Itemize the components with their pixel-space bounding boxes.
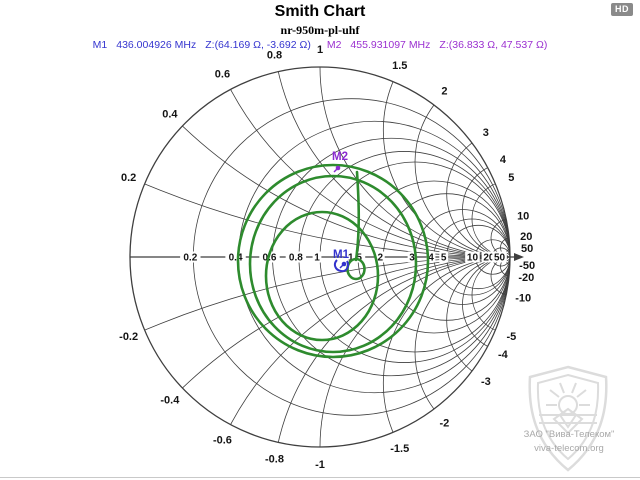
svg-text:20: 20 [483,253,495,264]
svg-text:M2: M2 [332,151,348,163]
svg-text:0.4: 0.4 [229,253,243,264]
svg-text:3: 3 [409,253,415,264]
svg-text:10: 10 [517,210,529,222]
svg-text:5: 5 [441,253,447,264]
bottom-divider [0,477,640,478]
svg-text:-5: -5 [506,331,516,343]
svg-text:-20: -20 [518,272,534,284]
marker-m2-readout: M2 455.931097 MHz Z:(36.833 Ω, 47.537 Ω) [327,39,548,51]
hd-quality-badge[interactable]: HD [611,3,633,16]
reactance-labels: 0.20.40.60.8 11.52345102050-0.2-0.4-0.6-0… [119,44,535,471]
svg-text:0.8: 0.8 [267,49,282,61]
svg-text:0.6: 0.6 [263,253,277,264]
svg-text:10: 10 [467,253,479,264]
page-title: Smith Chart [274,3,366,20]
svg-text:1.5: 1.5 [392,60,407,72]
svg-text:-1.5: -1.5 [390,443,409,455]
svg-text:3: 3 [483,127,489,139]
svg-text:-0.4: -0.4 [160,394,180,406]
marker-readout: M1 436.004926 MHz Z:(64.169 Ω, -3.692 Ω) M2… [0,39,640,51]
chart-marker-m1[interactable]: M1 [333,249,350,273]
s11-trace [236,163,430,359]
svg-text:0.2: 0.2 [121,172,136,184]
watermark-site[interactable]: viva-telecom.org [534,443,604,454]
svg-text:-1: -1 [315,459,325,471]
svg-text:50: 50 [494,253,506,264]
svg-text:-3: -3 [481,376,491,388]
marker-m1-label: M1 [92,39,108,51]
svg-text:-4: -4 [498,349,509,361]
chart-subtitle: nr-950m-pl-uhf [280,23,360,37]
marker-m1-frequency: 436.004926 MHz [116,39,197,51]
marker-m1-readout: M1 436.004926 MHz Z:(64.169 Ω, -3.692 Ω) [93,39,311,51]
svg-text:-0.2: -0.2 [119,331,138,343]
svg-text:-50: -50 [519,260,535,272]
svg-text:4: 4 [500,154,507,166]
svg-text:20: 20 [520,231,532,243]
svg-text:-0.6: -0.6 [213,434,232,446]
viva-telecom-logo-icon [528,365,608,472]
svg-text:-2: -2 [439,417,449,429]
marker-m1-impedance: Z:(64.169 Ω, -3.692 Ω) [205,39,311,51]
svg-text:1: 1 [314,253,320,264]
svg-text:0.8: 0.8 [289,253,303,264]
marker-m2-label: M2 [326,39,342,51]
svg-text:0.6: 0.6 [215,69,230,81]
marker-m2-frequency: 455.931097 MHz [350,39,431,51]
svg-text:-10: -10 [515,293,531,305]
marker-m2-impedance: Z:(36.833 Ω, 47.537 Ω) [439,39,548,51]
svg-text:-0.8: -0.8 [265,454,284,466]
svg-text:4: 4 [428,253,434,264]
svg-text:1: 1 [317,44,323,56]
svg-text:5: 5 [508,172,514,184]
chart-marker-m2[interactable]: M2 [332,151,348,173]
svg-text:2: 2 [441,86,447,98]
svg-text:0.4: 0.4 [162,109,178,121]
watermark-company: ЗАО "Вива-Телеком" [523,429,615,440]
svg-text:0.2: 0.2 [183,253,197,264]
svg-text:M1: M1 [333,249,350,261]
svg-text:2: 2 [378,253,384,264]
svg-text:50: 50 [521,243,533,255]
